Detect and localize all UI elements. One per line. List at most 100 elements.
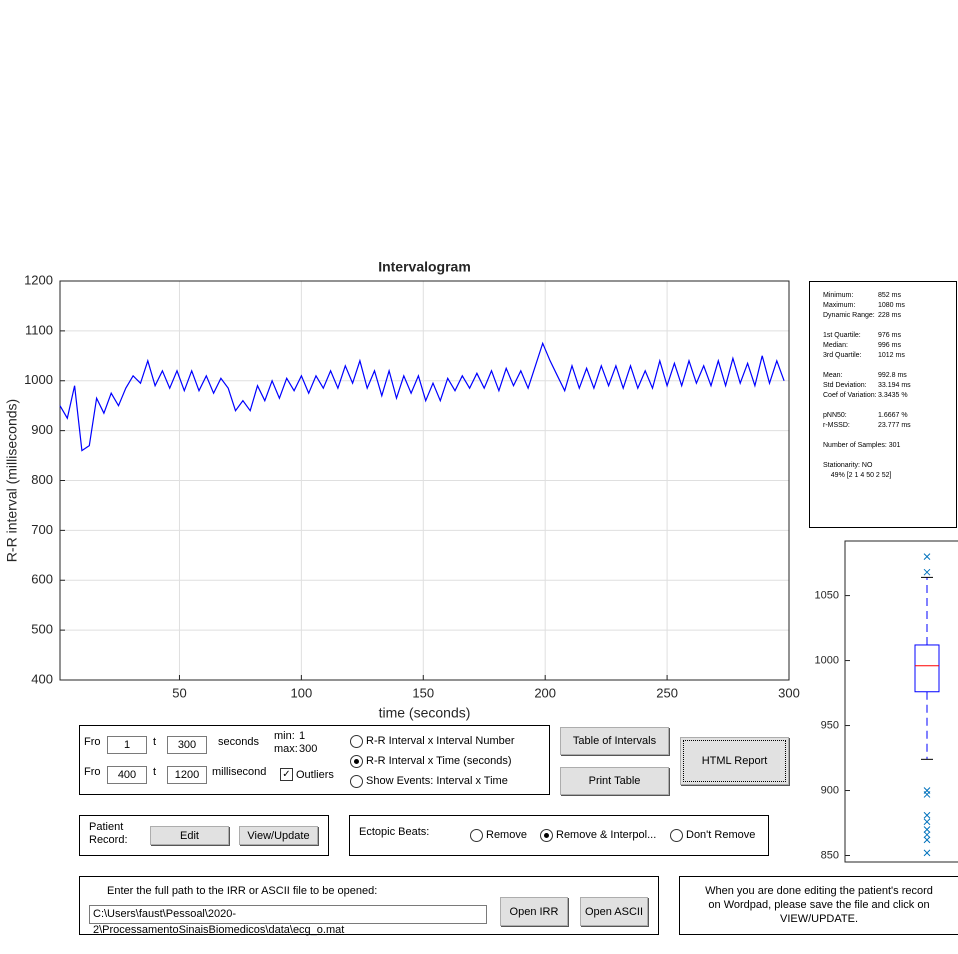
x-tick-label: 100 [291, 685, 313, 700]
y-axis-label: R-R interval (milliseconds) [4, 399, 20, 562]
ectopic-group [349, 815, 769, 856]
stats-row: Median: 996 ms [823, 342, 956, 352]
y-tick-label: 400 [31, 671, 53, 686]
radio-label: Remove & Interpol... [556, 829, 657, 841]
button[interactable]: Table of Intervals [560, 727, 669, 755]
outliers-checkbox[interactable]: ✓ [280, 768, 293, 781]
from-input[interactable]: 1 [107, 736, 147, 754]
stats-panel: Minimum: 852 ms Maximum: 1080 ms Dynamic Ran… [809, 281, 957, 528]
radio-label: Remove [486, 829, 527, 841]
x-tick-label: 200 [534, 685, 556, 700]
stats-group: Minimum: 852 ms Maximum: 1080 ms Dynamic Ran… [823, 292, 956, 322]
button[interactable]: HTML Report [680, 737, 789, 785]
outliers-label: Outliers [296, 769, 334, 781]
radio-button[interactable] [350, 775, 363, 788]
y-tick-label: 900 [821, 784, 839, 796]
x-tick-label: 250 [656, 685, 678, 700]
stats-value: 3.3435 % [878, 392, 908, 399]
button[interactable]: View/Update [239, 826, 318, 845]
stats-label: Median: [823, 342, 848, 349]
file-path-input[interactable]: C:\Users\faust\Pessoal\2020-2\Processame… [89, 905, 487, 936]
note-text: When you are done editing the patient's … [705, 885, 933, 925]
stats-value: 852 ms [878, 292, 901, 299]
button[interactable]: Open ASCII [580, 897, 648, 926]
stats-label: Maximum: [823, 302, 856, 309]
y-tick-label: 600 [31, 572, 53, 587]
stats-label: Stationarity: NO [823, 462, 873, 469]
stats-group: pNN50: 1.6667 % r-MSSD: 23.777 ms [823, 412, 956, 432]
stats-row: Dynamic Range: 228 ms [823, 312, 956, 322]
stats-value: 1080 ms [878, 302, 905, 309]
stats-group: Number of Samples: 301 [823, 442, 956, 452]
stats-row: Minimum: 852 ms [823, 292, 956, 302]
stats-row: Maximum: 1080 ms [823, 302, 956, 312]
radio-label: Don't Remove [686, 829, 756, 841]
min-value: 1 [299, 730, 306, 742]
x-tick-label: 50 [172, 685, 186, 700]
stats-label: 49% [2 1 4 50 2 52] [823, 472, 892, 479]
radio-button[interactable] [350, 735, 363, 748]
stats-row: Stationarity: NO [823, 462, 956, 472]
ectopic-label: Ectopic Beats: [359, 826, 430, 838]
radio-label: R-R Interval x Time (seconds) [366, 755, 512, 767]
patient-group [79, 815, 329, 856]
button[interactable]: Edit [150, 826, 229, 845]
stats-row: pNN50: 1.6667 % [823, 412, 956, 422]
stats-row: 49% [2 1 4 50 2 52] [823, 472, 956, 482]
stats-value: 228 ms [878, 312, 901, 319]
stats-label: Mean: [823, 372, 843, 379]
unit-label: millisecond [212, 766, 267, 778]
stats-row: Mean: 992.8 ms [823, 372, 956, 382]
from-input[interactable]: 400 [107, 766, 147, 784]
stats-value: 992.8 ms [878, 372, 907, 379]
y-tick-label: 700 [31, 522, 53, 537]
y-tick-label: 500 [31, 622, 53, 637]
stats-value: 33.194 ms [878, 382, 911, 389]
y-tick-label: 1100 [25, 322, 53, 337]
patient-label: Patient Record: [89, 821, 128, 846]
radio-button[interactable] [670, 829, 683, 842]
unit-label: seconds [218, 736, 259, 748]
axes-box [844, 540, 958, 863]
stats-label: 3rd Quartile: [823, 352, 862, 359]
to-input[interactable]: 300 [167, 736, 207, 754]
from-label: Fro [84, 766, 101, 778]
stats-label: Number of Samples: 301 [823, 442, 901, 449]
max-value: 300 [299, 743, 318, 755]
chart-title: Intervalogram [378, 259, 471, 275]
stats-label: pNN50: [823, 412, 847, 419]
radio-button[interactable] [540, 829, 553, 842]
y-tick-label: 850 [821, 849, 839, 861]
outlier [923, 553, 931, 560]
stats-row: 3rd Quartile: 1012 ms [823, 352, 956, 362]
range-group [79, 725, 550, 795]
note-box [679, 876, 958, 935]
stats-row: 1st Quartile: 976 ms [823, 332, 956, 342]
button[interactable]: Open IRR [500, 897, 568, 926]
axes-box [59, 280, 790, 681]
outlier [923, 849, 931, 857]
stats-label: r-MSSD: [823, 422, 850, 429]
outlier [923, 831, 931, 839]
x-tick-label: 150 [412, 685, 434, 700]
to-label: t [153, 766, 157, 778]
button[interactable]: Print Table [560, 767, 669, 795]
y-tick-label: 1050 [815, 589, 839, 601]
radio-button[interactable] [350, 755, 363, 768]
y-tick-label: 1200 [24, 272, 53, 287]
y-tick-label: 1000 [815, 654, 839, 666]
outlier [923, 826, 931, 833]
stats-row: Number of Samples: 301 [823, 442, 956, 452]
max-label: max: [274, 743, 298, 755]
stats-row: Coef of Variation: 3.3435 % [823, 392, 956, 402]
y-tick-label: 1000 [24, 372, 53, 387]
x-tick-label: 300 [778, 685, 800, 700]
to-input[interactable]: 1200 [167, 766, 207, 784]
stats-value: 996 ms [878, 342, 901, 349]
radio-button[interactable] [470, 829, 483, 842]
min-label: min: [274, 730, 295, 742]
stats-group: 1st Quartile: 976 ms Median: 996 ms 3rd Quar… [823, 332, 956, 362]
outlier [923, 811, 931, 819]
y-tick-label: 800 [31, 472, 53, 487]
